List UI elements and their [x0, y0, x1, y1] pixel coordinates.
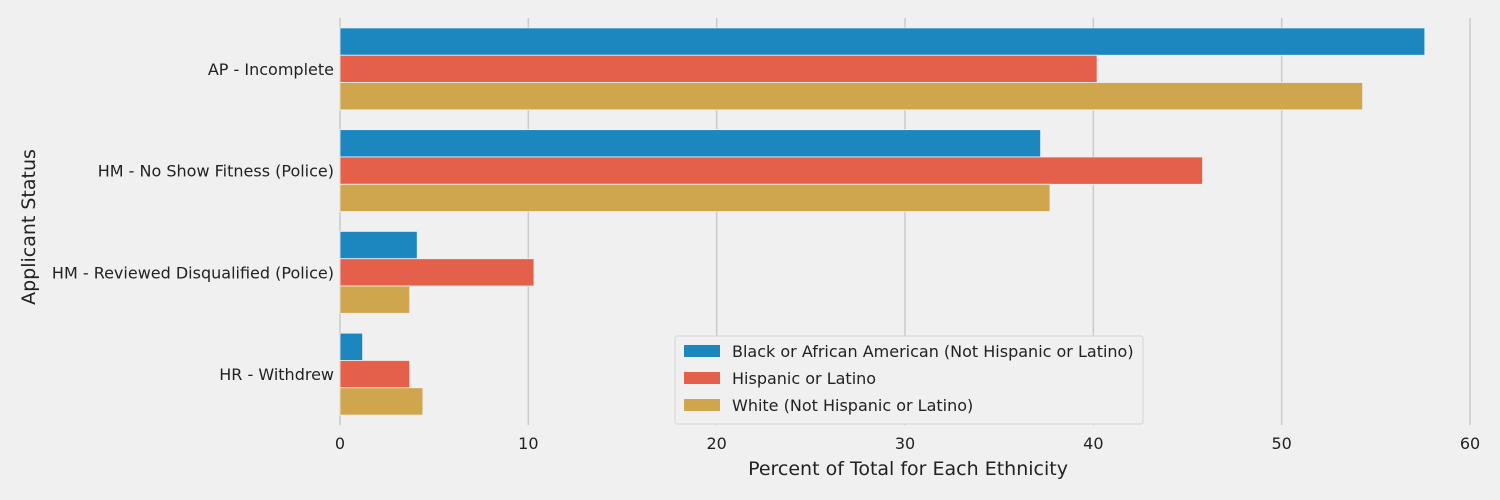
- legend-swatch: [684, 399, 720, 411]
- y-axis-label: Applicant Status: [18, 149, 40, 305]
- x-tick-label: 20: [706, 434, 726, 453]
- bar: [339, 387, 424, 416]
- x-tick-label: 50: [1271, 434, 1291, 453]
- y-tick-label: AP - Incomplete: [208, 60, 334, 79]
- x-tick-label: 0: [335, 434, 345, 453]
- x-tick-labels: 0 10 20 30 40 50 60: [335, 434, 1480, 453]
- bar: [339, 54, 1098, 83]
- bar: [339, 285, 411, 314]
- bar: [339, 82, 1364, 111]
- bars: [339, 27, 1426, 416]
- y-tick-labels: AP - Incomplete HM - No Show Fitness (Pol…: [52, 60, 334, 384]
- bar: [339, 258, 535, 287]
- y-tick-label: HR - Withdrew: [219, 365, 334, 384]
- bar: [339, 183, 1051, 212]
- x-tick-label: 60: [1460, 434, 1480, 453]
- legend: Black or African American (Not Hispanic …: [674, 335, 1144, 425]
- bar: [339, 360, 411, 389]
- legend-swatch: [684, 345, 720, 357]
- legend-label: White (Not Hispanic or Latino): [732, 396, 973, 415]
- bar: [339, 27, 1426, 56]
- x-axis-label: Percent of Total for Each Ethnicity: [748, 458, 1068, 480]
- y-tick-label: HM - No Show Fitness (Police): [98, 162, 334, 181]
- x-tick-label: 10: [518, 434, 538, 453]
- legend-label: Hispanic or Latino: [732, 369, 876, 388]
- bar: [339, 332, 364, 361]
- x-tick-label: 30: [895, 434, 915, 453]
- x-tick-label: 40: [1083, 434, 1103, 453]
- legend-box: [674, 335, 1144, 425]
- bar: [339, 156, 1203, 185]
- y-tick-label: HM - Reviewed Disqualified (Police): [52, 263, 334, 282]
- bar: [339, 231, 418, 260]
- legend-label: Black or African American (Not Hispanic …: [732, 342, 1134, 361]
- bar: [339, 129, 1041, 158]
- legend-swatch: [684, 372, 720, 384]
